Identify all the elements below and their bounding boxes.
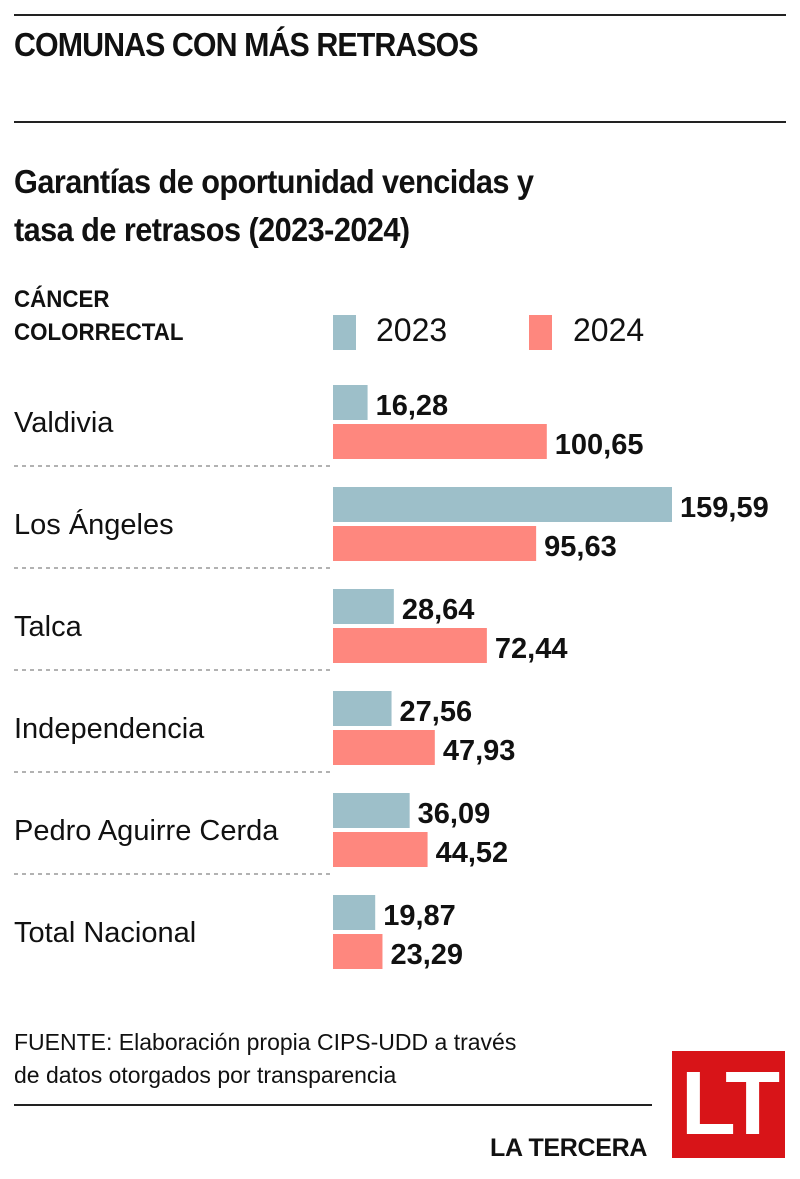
value-label-2023-5: 19,87 <box>383 900 456 932</box>
header-divider <box>14 121 786 123</box>
chart-title-line2: tasa de retrasos (2023-2024) <box>14 211 410 248</box>
bar-2024-1 <box>333 526 537 561</box>
bar-2023-0 <box>333 385 368 420</box>
value-label-2023-4: 36,09 <box>418 798 491 830</box>
chart-title: Garantías de oportunidad vencidas y tasa… <box>14 158 665 254</box>
kicker-title: COMUNAS CON MÁS RETRASOS <box>14 26 479 63</box>
category-label-2: Talca <box>14 611 83 643</box>
bar-2023-3 <box>333 691 392 726</box>
source-line2: de datos otorgados por transparencia <box>14 1062 397 1088</box>
source-line1: FUENTE: Elaboración propia CIPS-UDD a tr… <box>14 1029 517 1055</box>
value-label-2023-1: 159,59 <box>680 492 769 524</box>
value-label-2023-3: 27,56 <box>400 696 473 728</box>
legend-swatch-2023 <box>333 315 356 350</box>
legend-swatch-2024 <box>529 315 552 350</box>
legend-label-2023: 2023 <box>376 312 448 348</box>
bar-2024-2 <box>333 628 487 663</box>
bar-2023-4 <box>333 793 410 828</box>
bar-2024-0 <box>333 424 547 459</box>
bar-2024-5 <box>333 934 383 969</box>
bar-2024-4 <box>333 832 428 867</box>
value-label-2024-2: 72,44 <box>495 633 568 665</box>
category-line1: CÁNCER <box>14 286 110 313</box>
brand-logo: LT <box>672 1051 785 1158</box>
value-label-2024-5: 23,29 <box>390 939 463 971</box>
category-label-3: Independencia <box>14 713 205 745</box>
value-label-2023-2: 28,64 <box>402 594 475 626</box>
category-label-4: Pedro Aguirre Cerda <box>14 815 279 847</box>
value-label-2024-3: 47,93 <box>443 735 516 767</box>
bar-2023-5 <box>333 895 376 930</box>
source-note: FUENTE: Elaboración propia CIPS-UDD a tr… <box>14 1026 654 1092</box>
legend-label-2024: 2024 <box>573 312 645 348</box>
brand-name: LA TERCERA <box>490 1134 648 1162</box>
footer-divider <box>14 1104 652 1106</box>
value-label-2023-0: 16,28 <box>376 390 449 422</box>
value-label-2024-0: 100,65 <box>555 429 644 461</box>
bar-chart: Valdivia 16,28 100,65 Los Ángeles 159,59 95,6… <box>14 385 769 971</box>
bar-2023-1 <box>333 487 672 522</box>
value-label-2024-1: 95,63 <box>544 531 617 563</box>
value-label-2024-4: 44,52 <box>436 837 509 869</box>
top-divider <box>14 14 786 16</box>
category-label-5: Total Nacional <box>14 917 196 949</box>
chart-title-line1: Garantías de oportunidad vencidas y <box>14 163 534 200</box>
category-label: CÁNCER COLORRECTAL <box>14 283 183 349</box>
category-label-1: Los Ángeles <box>14 508 174 541</box>
category-label-0: Valdivia <box>14 407 114 439</box>
bar-2023-2 <box>333 589 394 624</box>
bar-2024-3 <box>333 730 435 765</box>
category-line2: COLORRECTAL <box>14 319 184 346</box>
logo-text: LT <box>680 1054 780 1154</box>
